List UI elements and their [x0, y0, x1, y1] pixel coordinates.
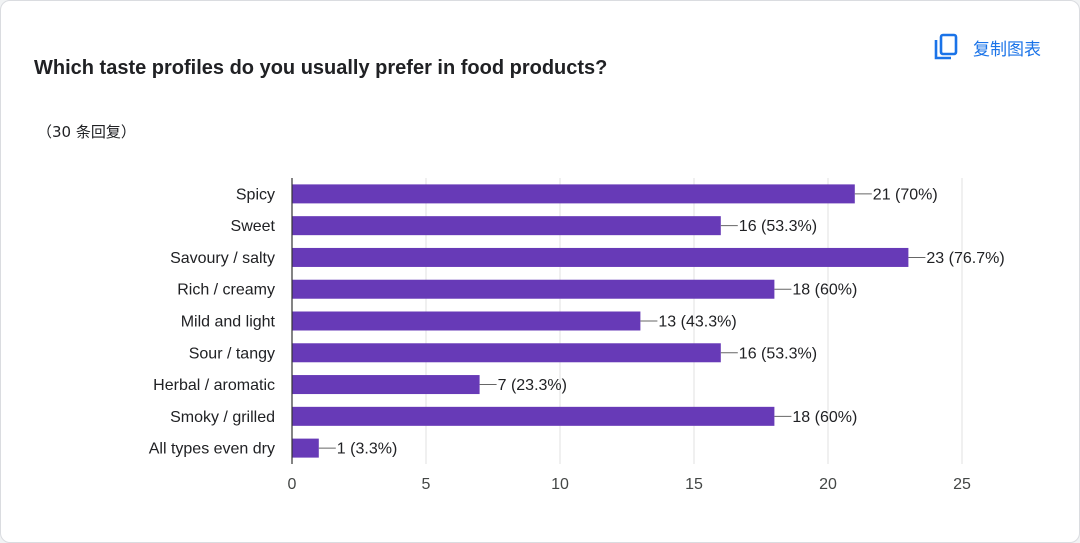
x-tick-label: 5 [422, 476, 431, 493]
data-label: 1 (3.3%) [337, 441, 397, 458]
bar [292, 216, 721, 236]
data-label: 13 (43.3%) [658, 314, 736, 331]
data-label: 18 (60%) [792, 409, 857, 426]
category-label: Sour / tangy [189, 345, 275, 362]
data-label: 23 (76.7%) [926, 250, 1004, 267]
copy-chart-label: 复制图表 [973, 39, 1041, 60]
bar [292, 311, 641, 331]
data-label: 21 (70%) [873, 186, 938, 203]
bar [292, 184, 855, 204]
bar [292, 279, 775, 299]
copy-icon [933, 33, 959, 61]
category-label: All types even dry [149, 441, 275, 458]
copy-chart-button[interactable]: 复制图表 [931, 29, 1043, 65]
category-label: Herbal / aromatic [153, 377, 275, 394]
bar [292, 343, 721, 363]
category-label: Smoky / grilled [170, 409, 275, 426]
x-tick-label: 0 [288, 476, 297, 493]
data-label: 7 (23.3%) [498, 377, 567, 394]
x-tick-label: 25 [953, 476, 971, 493]
bar [292, 406, 775, 426]
category-label: Spicy [236, 186, 275, 203]
x-tick-label: 15 [685, 476, 703, 493]
category-label: Savoury / salty [170, 250, 275, 267]
category-label: Rich / creamy [177, 282, 275, 299]
data-label: 18 (60%) [792, 282, 857, 299]
question-title: Which taste profiles do you usually pref… [34, 57, 608, 79]
response-count: （30 条回复） [37, 123, 136, 141]
data-label: 16 (53.3%) [739, 345, 817, 362]
bar [292, 375, 480, 395]
bar [292, 247, 909, 267]
category-label: Mild and light [181, 314, 276, 331]
x-tick-label: 20 [819, 476, 837, 493]
x-tick-label: 10 [551, 476, 569, 493]
category-label: Sweet [231, 218, 276, 235]
bar [292, 438, 319, 458]
data-label: 16 (53.3%) [739, 218, 817, 235]
